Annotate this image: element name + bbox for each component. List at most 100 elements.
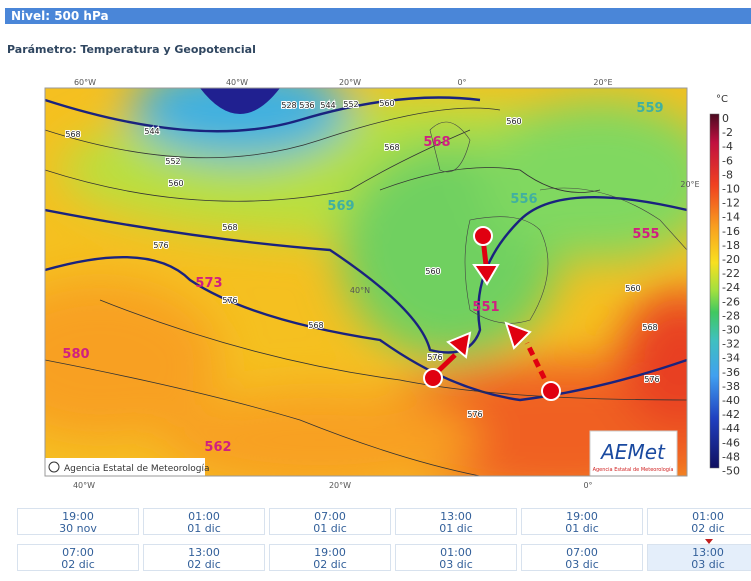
- contour-label: 544: [320, 101, 335, 110]
- time-date: 01 dic: [439, 522, 473, 535]
- time-time: 01:00: [440, 546, 472, 559]
- legend-tick: 0: [722, 112, 729, 125]
- time-time: 07:00: [314, 510, 346, 523]
- time-date: 01 dic: [313, 522, 347, 535]
- time-button[interactable]: 07:00 01 dic: [269, 508, 391, 535]
- time-time: 19:00: [566, 510, 598, 523]
- time-time: 13:00: [440, 510, 472, 523]
- contour-label: 560: [625, 284, 640, 293]
- legend-tick: -22: [722, 267, 740, 280]
- time-button[interactable]: 01:00 03 dic: [395, 544, 517, 571]
- time-button[interactable]: 19:00 02 dic: [269, 544, 391, 571]
- legend-unit: °C: [716, 94, 728, 105]
- time-time: 13:00: [692, 546, 724, 559]
- legend-tick: -16: [722, 225, 740, 238]
- contour-label: 568: [308, 321, 323, 330]
- time-button[interactable]: 01:00 02 dic: [647, 508, 751, 535]
- logo: AEMet: [599, 440, 666, 464]
- pressure-center: 568: [423, 135, 450, 150]
- contour-label: 560: [506, 117, 521, 126]
- time-date: 02 dic: [61, 558, 95, 571]
- legend-tick: -38: [722, 380, 740, 393]
- copyright-box: [45, 458, 205, 476]
- contour-label: 552: [165, 157, 180, 166]
- time-button[interactable]: 07:00 02 dic: [17, 544, 139, 571]
- legend-tick: -30: [722, 324, 740, 337]
- contour-label: 536: [299, 101, 314, 110]
- copyright-icon: [48, 461, 60, 473]
- longitude-label: 20°E: [593, 78, 612, 87]
- contour-label: 576: [153, 241, 168, 250]
- legend-tick: -2: [722, 126, 733, 139]
- contour-label: 576: [222, 296, 237, 305]
- time-date: 01 dic: [187, 522, 221, 535]
- time-date: 03 dic: [565, 558, 599, 571]
- pressure-center: 555: [632, 227, 659, 242]
- contour-label: 528: [281, 101, 296, 110]
- legend-tick: -6: [722, 154, 733, 167]
- time-button[interactable]: 13:00 01 dic: [395, 508, 517, 535]
- map-image: [45, 88, 687, 476]
- time-date: 02 dic: [187, 558, 221, 571]
- legend-tick: -44: [722, 422, 740, 435]
- pressure-center: 559: [636, 101, 663, 116]
- longitude-label: 40°W: [226, 78, 248, 87]
- contour-label: 568: [222, 223, 237, 232]
- legend-tick: -36: [722, 366, 740, 379]
- contour-label: 576: [467, 410, 482, 419]
- legend-tick: -32: [722, 338, 740, 351]
- time-time: 13:00: [188, 546, 220, 559]
- logo-subtitle: Agencia Estatal de Meteorología: [593, 466, 674, 473]
- time-button[interactable]: 13:00 02 dic: [143, 544, 265, 571]
- legend-tick: -46: [722, 436, 740, 449]
- longitude-label: 60°W: [74, 78, 96, 87]
- longitude-label: 20°W: [329, 481, 351, 490]
- contour-label: 576: [644, 375, 659, 384]
- contour-label: 552: [343, 100, 358, 109]
- legend-tick: -18: [722, 239, 740, 252]
- legend-tick: -34: [722, 352, 740, 365]
- contour-label: 568: [384, 143, 399, 152]
- time-button[interactable]: 01:00 01 dic: [143, 508, 265, 535]
- legend-tick: -24: [722, 281, 740, 294]
- contour-label: 560: [379, 99, 394, 108]
- longitude-label: 0°: [457, 78, 466, 87]
- legend-tick: -42: [722, 408, 740, 421]
- logo-box: [589, 430, 678, 476]
- grid-label: 20°E: [680, 180, 699, 189]
- map-frame: [44, 87, 688, 477]
- colorbar: [709, 113, 720, 469]
- contour-label: 568: [642, 323, 657, 332]
- parameter-title: Parámetro: Temperatura y Geopotencial: [7, 43, 256, 56]
- legend-tick: -26: [722, 295, 740, 308]
- legend-tick: -8: [722, 168, 733, 181]
- pressure-center: 551: [472, 300, 499, 315]
- legend-tick: -12: [722, 197, 740, 210]
- legend-tick: -14: [722, 211, 740, 224]
- map-area: 60°W 40°W 20°W 0° 20°E 40°W 20°W 0° 20°E 40°N 559 5…: [44, 78, 740, 490]
- contour-label: 544: [144, 127, 159, 136]
- grid-label: 40°N: [350, 286, 370, 295]
- time-time: 19:00: [62, 510, 94, 523]
- time-date: 01 dic: [565, 522, 599, 535]
- contour-label: 576: [427, 353, 442, 362]
- time-button[interactable]: 07:00 03 dic: [521, 544, 643, 571]
- time-button[interactable]: 13:00 03 dic: [647, 539, 751, 571]
- pressure-center: 556: [510, 192, 537, 207]
- longitude-label: 0°: [583, 481, 592, 490]
- legend-tick: -50: [722, 465, 740, 478]
- legend-tick: -10: [722, 183, 740, 196]
- legend-tick: -4: [722, 140, 733, 153]
- pressure-center: 569: [327, 199, 354, 214]
- time-time: 07:00: [62, 546, 94, 559]
- time-button[interactable]: 19:00 01 dic: [521, 508, 643, 535]
- contour-label: 568: [65, 130, 80, 139]
- longitude-label: 20°W: [339, 78, 361, 87]
- time-date: 02 dic: [313, 558, 347, 571]
- time-time: 19:00: [314, 546, 346, 559]
- longitude-label: 40°W: [73, 481, 95, 490]
- level-bar: Nivel: 500 hPa: [5, 8, 751, 24]
- legend-tick: -28: [722, 309, 740, 322]
- time-button[interactable]: 19:00 30 nov: [17, 508, 139, 535]
